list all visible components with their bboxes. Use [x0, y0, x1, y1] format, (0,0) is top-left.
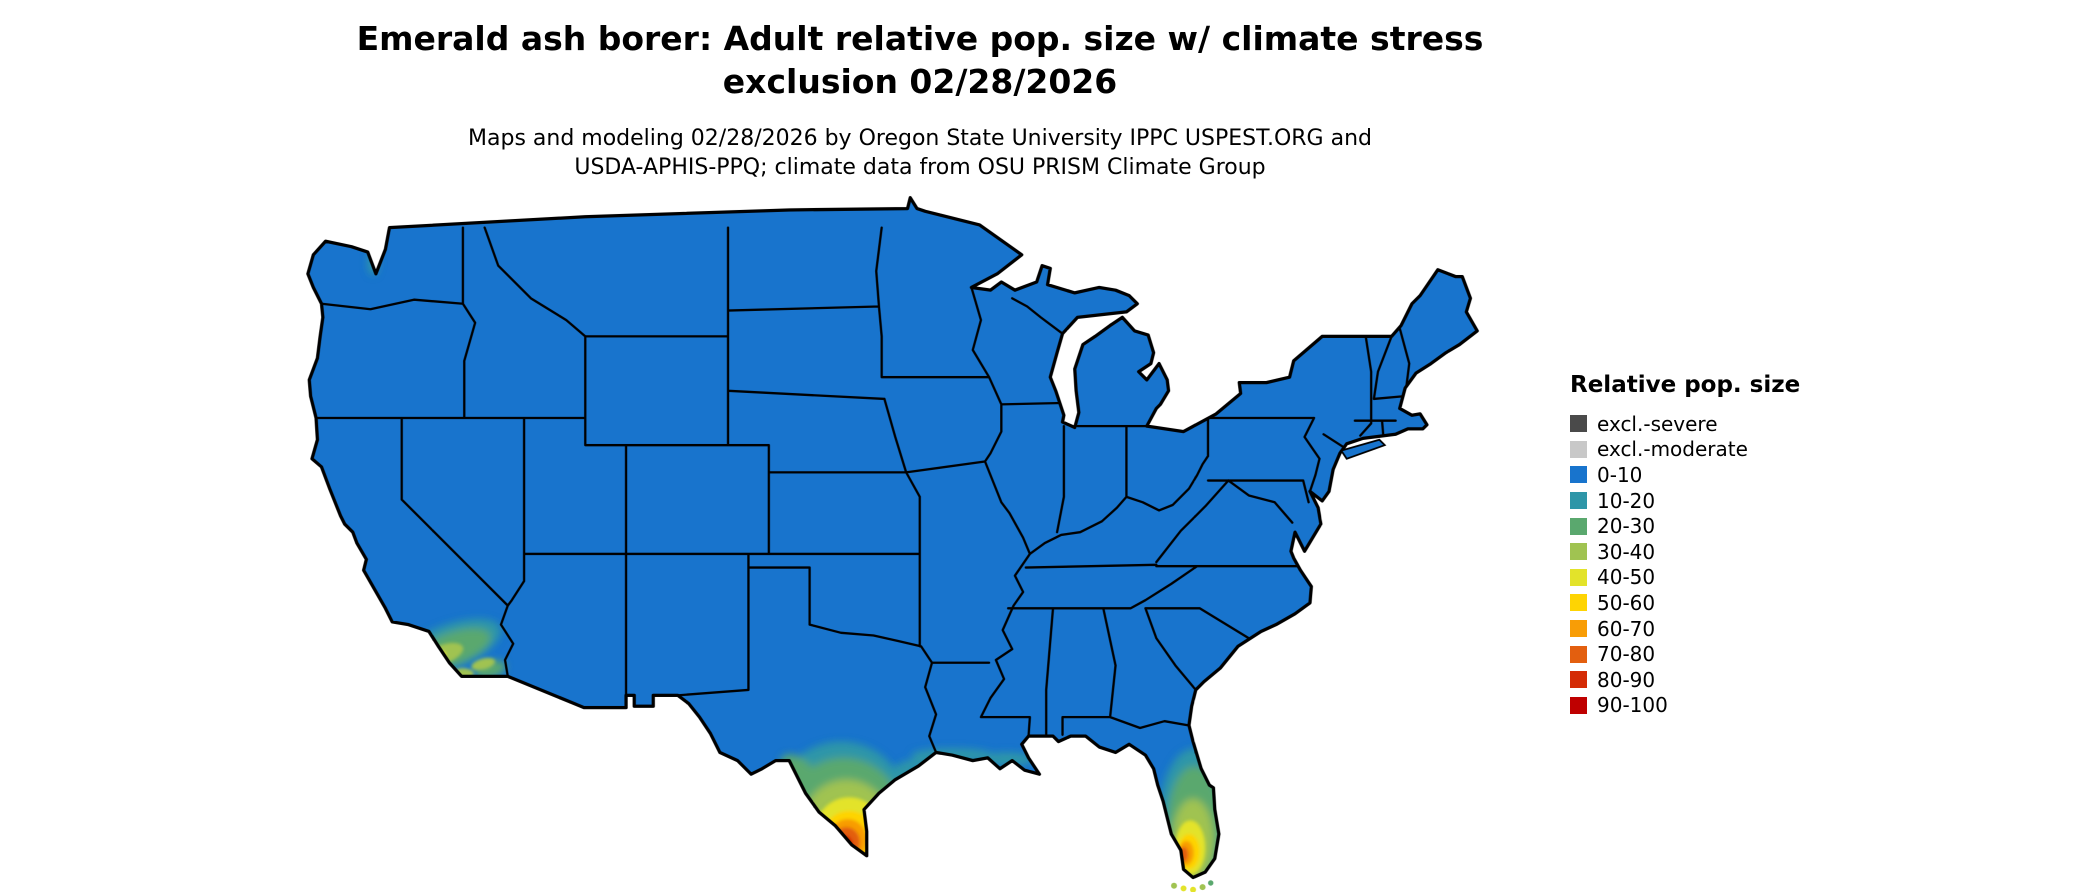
- legend-row: 20-30: [1570, 513, 1800, 539]
- legend-swatch: [1570, 415, 1587, 433]
- legend-label: 50-60: [1597, 590, 1656, 615]
- legend-label: 80-90: [1597, 667, 1656, 692]
- legend-swatch: [1570, 671, 1587, 689]
- legend-items: excl.-severe excl.-moderate 0-10 10-20 2…: [1570, 411, 1800, 718]
- legend-row: excl.-severe: [1570, 411, 1800, 437]
- legend-swatch: [1570, 568, 1587, 586]
- legend-label: 70-80: [1597, 642, 1656, 667]
- figure-header: Emerald ash borer: Adult relative pop. s…: [140, 18, 1700, 183]
- hotspot-south-texas: [775, 741, 907, 867]
- legend-label: 10-20: [1597, 488, 1656, 513]
- legend-label: excl.-moderate: [1597, 437, 1748, 462]
- legend-label: 0-10: [1597, 462, 1643, 487]
- page-title: Emerald ash borer: Adult relative pop. s…: [140, 18, 1700, 104]
- legend-row: 70-80: [1570, 641, 1800, 667]
- legend-swatch: [1570, 594, 1587, 612]
- legend-label: 30-40: [1597, 539, 1656, 564]
- florida-keys: [1171, 880, 1214, 892]
- legend-row: 0-10: [1570, 462, 1800, 488]
- legend-swatch: [1570, 645, 1587, 663]
- title-line-1: Emerald ash borer: Adult relative pop. s…: [356, 19, 1484, 58]
- legend-row: 40-50: [1570, 565, 1800, 591]
- long-island: [1339, 438, 1387, 460]
- legend-row: 90-100: [1570, 693, 1800, 719]
- legend-swatch: [1570, 466, 1587, 484]
- legend-title: Relative pop. size: [1570, 372, 1801, 398]
- legend-row: 30-40: [1570, 539, 1800, 565]
- legend-row: excl.-moderate: [1570, 437, 1800, 463]
- legend-swatch: [1570, 696, 1587, 714]
- legend-row: 50-60: [1570, 590, 1800, 616]
- legend-swatch: [1570, 440, 1587, 458]
- title-line-2: exclusion 02/28/2026: [722, 61, 1118, 101]
- legend-swatch: [1570, 492, 1587, 510]
- legend-label: 20-30: [1597, 514, 1656, 539]
- legend-swatch: [1570, 517, 1587, 535]
- legend-row: 60-70: [1570, 616, 1800, 642]
- figure-subtitle: Maps and modeling 02/28/2026 by Oregon S…: [140, 124, 1700, 183]
- subtitle-line-2: USDA-APHIS-PPQ; climate data from OSU PR…: [574, 155, 1266, 181]
- legend-label: 60-70: [1597, 616, 1656, 641]
- legend-label: excl.-severe: [1597, 411, 1718, 436]
- state-borders: [314, 226, 1411, 754]
- legend-row: 80-90: [1570, 667, 1800, 693]
- legend-row: 10-20: [1570, 488, 1800, 514]
- legend-swatch: [1570, 620, 1587, 638]
- legend-swatch: [1570, 543, 1587, 561]
- hotspot-south-florida: [1159, 748, 1230, 878]
- legend-label: 40-50: [1597, 565, 1656, 590]
- legend-label: 90-100: [1597, 693, 1668, 718]
- us-map: [306, 196, 1479, 892]
- subtitle-line-1: Maps and modeling 02/28/2026 by Oregon S…: [468, 125, 1372, 151]
- legend: Relative pop. size excl.-severe excl.-mo…: [1570, 372, 1800, 718]
